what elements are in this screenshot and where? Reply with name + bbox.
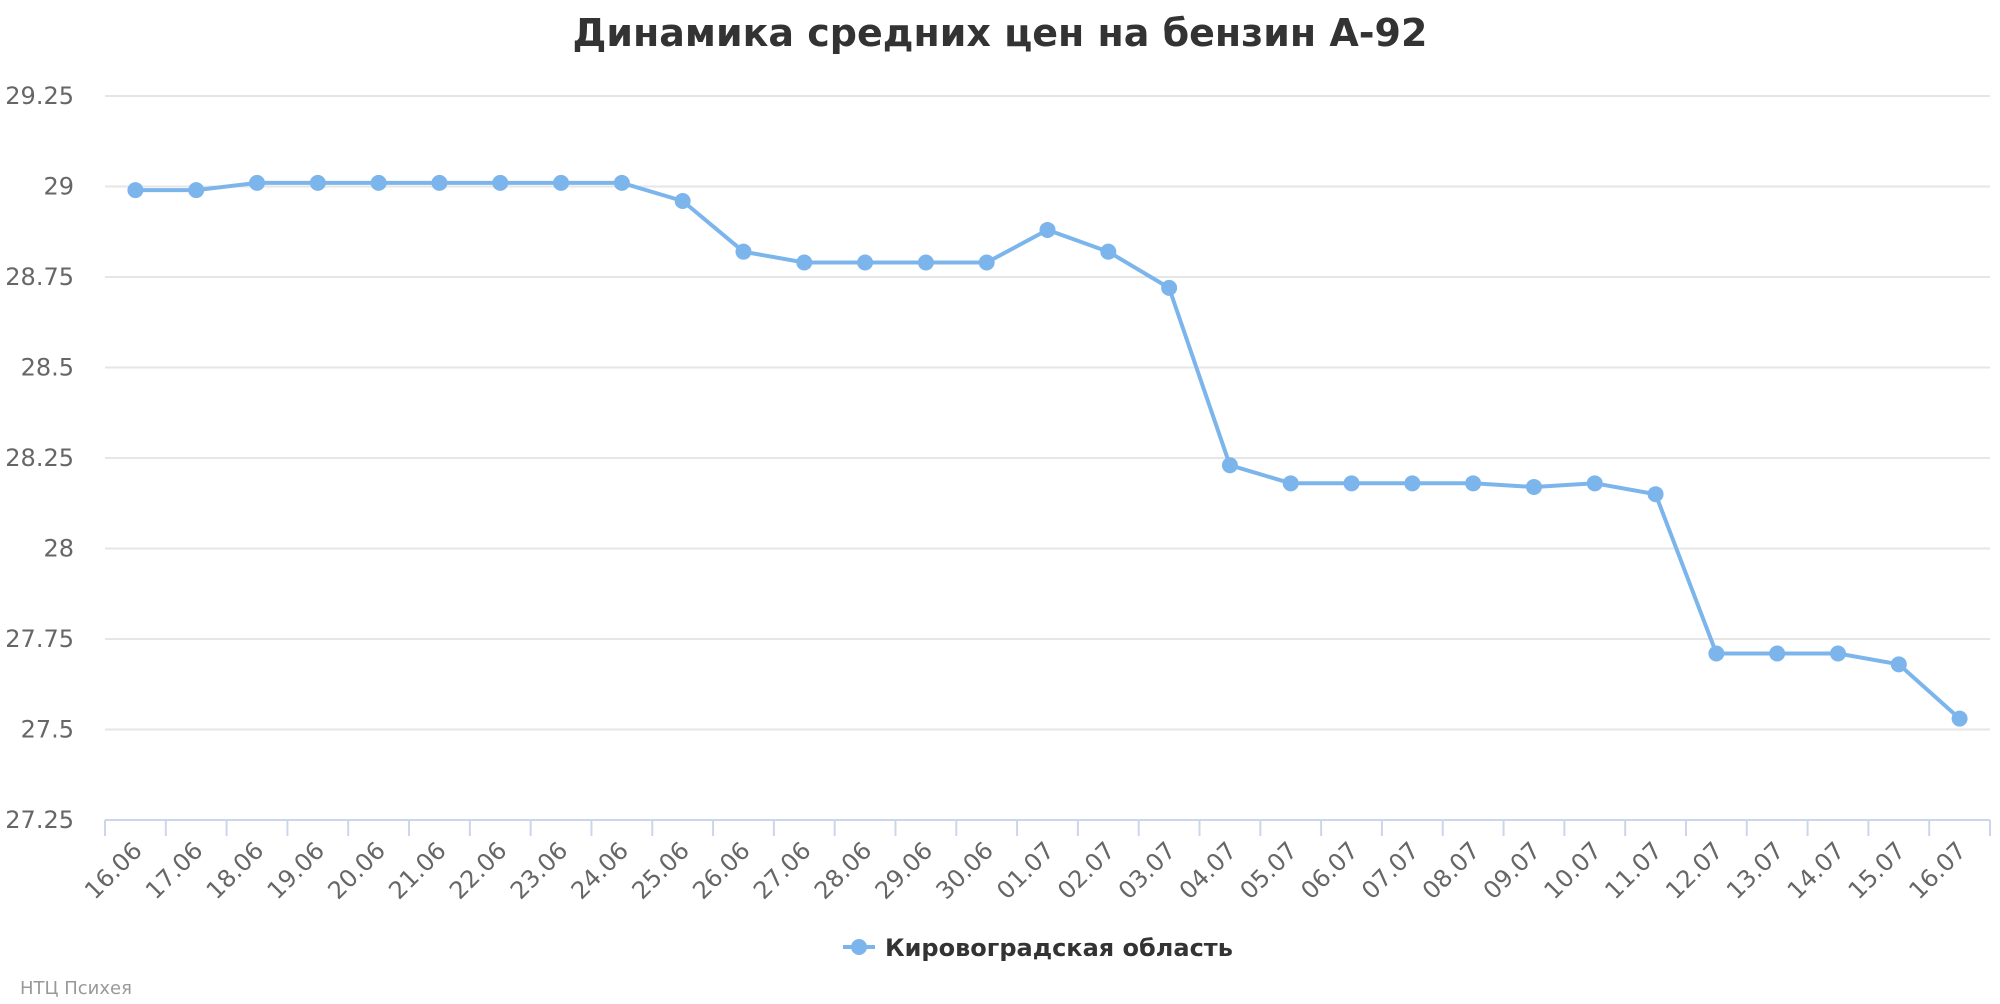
x-tick-label: 26.06: [687, 836, 755, 904]
x-axis: 16.0617.0618.0619.0620.0621.0622.0623.06…: [79, 819, 1991, 905]
data-point[interactable]: [370, 174, 387, 191]
grid-lines: [105, 95, 1990, 731]
y-tick-label: 27.75: [5, 625, 74, 653]
legend-marker: [851, 939, 867, 955]
data-point[interactable]: [553, 174, 570, 191]
data-point[interactable]: [309, 174, 326, 191]
data-point[interactable]: [1161, 279, 1178, 296]
x-tick-label: 09.07: [1478, 836, 1546, 904]
data-point[interactable]: [1525, 478, 1542, 495]
data-point[interactable]: [431, 174, 448, 191]
x-tick-label: 30.06: [931, 836, 999, 904]
data-point[interactable]: [796, 254, 813, 271]
x-tick-label: 27.06: [748, 836, 816, 904]
x-tick-label: 08.07: [1417, 836, 1485, 904]
x-tick-label: 03.07: [1113, 836, 1181, 904]
x-tick-label: 18.06: [201, 836, 269, 904]
y-tick-label: 28.5: [21, 354, 74, 382]
x-tick-label: 15.07: [1843, 836, 1911, 904]
x-tick-label: 24.06: [566, 836, 634, 904]
x-tick-label: 02.07: [1052, 836, 1120, 904]
data-point[interactable]: [1221, 457, 1238, 474]
data-point[interactable]: [1647, 486, 1664, 503]
x-tick-label: 13.07: [1721, 836, 1789, 904]
data-point[interactable]: [1100, 243, 1117, 260]
data-point[interactable]: [857, 254, 874, 271]
data-point[interactable]: [1404, 475, 1421, 492]
x-tick-label: 21.06: [383, 836, 451, 904]
x-tick-label: 12.07: [1660, 836, 1728, 904]
legend-label: Кировоградская область: [885, 934, 1233, 962]
data-point[interactable]: [674, 192, 691, 209]
data-point[interactable]: [1829, 645, 1846, 662]
x-tick-label: 20.06: [322, 836, 390, 904]
x-tick-label: 25.06: [627, 836, 695, 904]
x-tick-label: 22.06: [444, 836, 512, 904]
legend[interactable]: Кировоградская область: [843, 934, 1233, 962]
x-tick-label: 17.06: [140, 836, 208, 904]
data-point[interactable]: [613, 174, 630, 191]
chart-title: Динамика средних цен на бензин А-92: [573, 11, 1428, 55]
x-tick-label: 23.06: [505, 836, 573, 904]
data-point[interactable]: [1890, 656, 1907, 673]
x-tick-label: 07.07: [1356, 836, 1424, 904]
y-tick-label: 28.25: [5, 444, 74, 472]
x-tick-label: 28.06: [809, 836, 877, 904]
y-tick-label: 27.5: [21, 716, 74, 744]
data-point[interactable]: [1039, 221, 1056, 238]
x-tick-label: 29.06: [870, 836, 938, 904]
data-point[interactable]: [249, 174, 266, 191]
x-tick-label: 01.07: [991, 836, 1059, 904]
x-tick-label: 10.07: [1539, 836, 1607, 904]
data-point[interactable]: [1769, 645, 1786, 662]
data-point[interactable]: [978, 254, 995, 271]
x-tick-label: 16.06: [79, 836, 147, 904]
data-point[interactable]: [1586, 475, 1603, 492]
x-tick-label: 19.06: [262, 836, 330, 904]
y-tick-label: 29: [43, 173, 74, 201]
data-point[interactable]: [917, 254, 934, 271]
credit-label[interactable]: НТЦ Психея: [20, 978, 132, 999]
data-point[interactable]: [492, 174, 509, 191]
y-axis: 27.25 27.5 27.75 28 28.25 28.5 28.75 29 29.25: [5, 82, 74, 834]
x-tick-label: 11.07: [1599, 836, 1667, 904]
x-tick-label: 05.07: [1235, 836, 1303, 904]
series-group: [127, 174, 1968, 727]
x-tick-label: 04.07: [1174, 836, 1242, 904]
x-tick-label: 06.07: [1295, 836, 1363, 904]
y-tick-label: 28.75: [5, 263, 74, 291]
data-point[interactable]: [1282, 475, 1299, 492]
data-point[interactable]: [1951, 710, 1968, 727]
data-point[interactable]: [127, 182, 144, 199]
x-tick-label: 16.07: [1903, 836, 1971, 904]
data-point[interactable]: [735, 243, 752, 260]
y-tick-label: 28: [43, 535, 74, 563]
data-point[interactable]: [1343, 475, 1360, 492]
data-point[interactable]: [1708, 645, 1725, 662]
y-tick-label: 27.25: [5, 806, 74, 834]
y-tick-label: 29.25: [5, 82, 74, 110]
data-point[interactable]: [188, 182, 205, 199]
x-tick-label: 14.07: [1782, 836, 1850, 904]
data-point[interactable]: [1465, 475, 1482, 492]
